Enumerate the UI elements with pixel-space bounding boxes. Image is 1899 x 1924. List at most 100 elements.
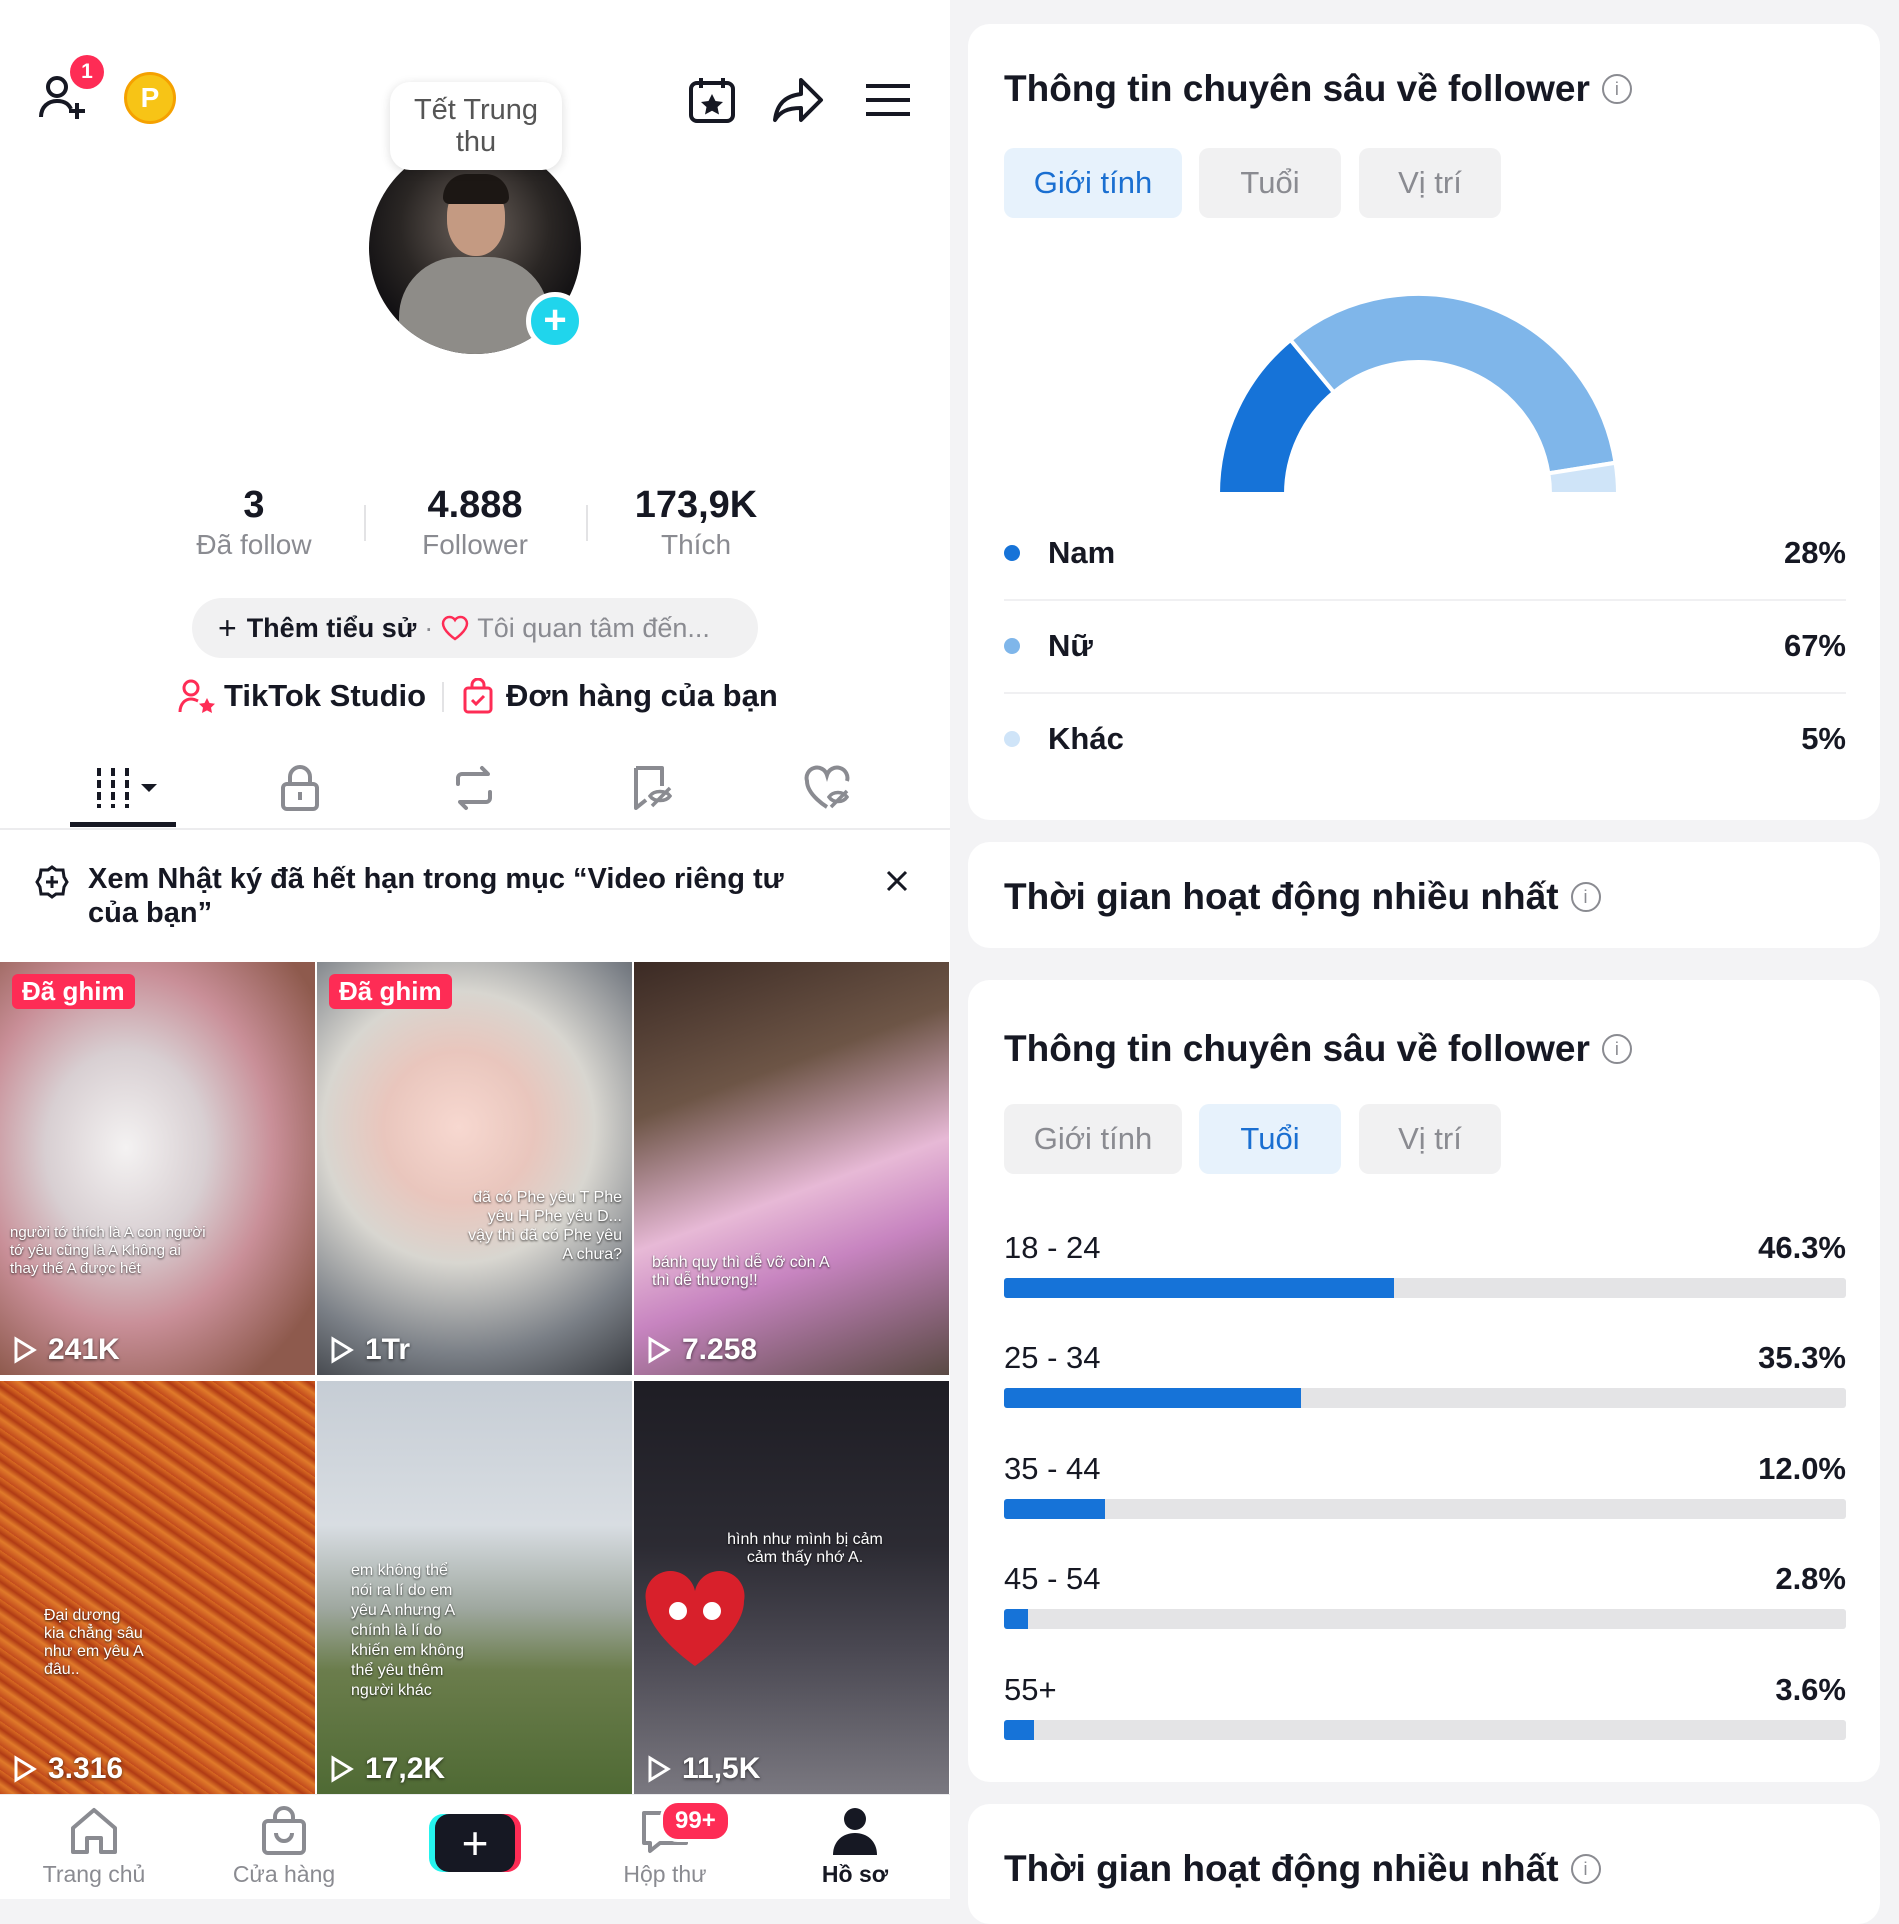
- legend-row-female: Nữ 67%: [1004, 600, 1846, 694]
- age-bar-track: [1004, 1388, 1846, 1408]
- video-caption: em không thể nói ra lí do em yêu A nhưng…: [351, 1562, 464, 1699]
- age-bar-track: [1004, 1609, 1846, 1629]
- video-caption: người tớ thích là A con người tớ yêu cũn…: [10, 1224, 206, 1277]
- interest-label: Tôi quan tâm đến...: [477, 612, 710, 643]
- follower-insights-screen: Thông tin chuyên sâu về follower i Giới …: [950, 0, 1899, 1924]
- activity-card[interactable]: Thời gian hoạt động nhiều nhất i: [968, 1804, 1880, 1924]
- age-bar-row: 18 - 24 46.3%: [1004, 1230, 1846, 1330]
- shopping-bag-icon: [462, 678, 494, 714]
- tab-location[interactable]: Vị trí: [1359, 1104, 1501, 1174]
- tiktok-studio-link[interactable]: TikTok Studio: [178, 674, 426, 718]
- expired-diary-banner[interactable]: [0, 830, 950, 962]
- legend-row-male: Nam 28%: [1004, 507, 1846, 601]
- video-caption: bánh quy thì dễ vỡ còn A thì dễ thương!!: [652, 1254, 829, 1289]
- age-range-label: 55+: [1004, 1672, 1057, 1707]
- share-icon[interactable]: [770, 72, 826, 128]
- video-thumbnail[interactable]: Đã ghim đã có Phe yêu T Phe yêu H Phe yê…: [317, 962, 632, 1375]
- tab-age[interactable]: Tuổi: [1199, 1104, 1341, 1174]
- card-title: Thông tin chuyên sâu về follower i: [1004, 68, 1632, 110]
- video-caption: đã có Phe yêu T Phe yêu H Phe yêu D... v…: [468, 1189, 622, 1263]
- info-icon[interactable]: i: [1570, 882, 1601, 912]
- tab-private-lock-icon[interactable]: [260, 758, 340, 818]
- legend-dot: [1004, 638, 1020, 654]
- bio-pill[interactable]: + Thêm tiểu sử · Tôi quan tâm đến...: [192, 598, 758, 658]
- legend-pct: 5%: [1801, 721, 1846, 756]
- bio-separator: ·: [424, 612, 434, 643]
- stat-followers[interactable]: 4.888 Follower: [375, 484, 575, 561]
- age-pct-label: 35.3%: [1758, 1340, 1846, 1375]
- tab-gender[interactable]: Giới tính: [1004, 1104, 1182, 1174]
- card-title: Thông tin chuyên sâu về follower i: [1004, 1028, 1632, 1070]
- divider: [442, 682, 444, 712]
- video-thumbnail[interactable]: hình như mình bị cảm cảm thấy nhớ A. 11,…: [634, 1381, 949, 1794]
- age-bar-fill: [1004, 1720, 1035, 1740]
- video-caption: hình như mình bị cảm cảm thấy nhớ A.: [727, 1531, 883, 1566]
- info-icon[interactable]: i: [1601, 74, 1632, 104]
- legend-pct: 67%: [1783, 628, 1846, 663]
- age-bar-fill: [1004, 1388, 1302, 1408]
- info-icon[interactable]: i: [1570, 1854, 1601, 1884]
- home-icon: [14, 1801, 174, 1861]
- stat-label: Follower: [422, 529, 528, 560]
- activity-card[interactable]: Thời gian hoạt động nhiều nhất i: [968, 842, 1880, 948]
- crying-heart-icon: [640, 1570, 750, 1681]
- stat-label: Đã follow: [196, 529, 312, 560]
- avatar-add-button[interactable]: +: [526, 292, 584, 350]
- nav-shop[interactable]: Cửa hàng: [204, 1801, 364, 1888]
- stat-value: 173,9K: [634, 484, 758, 526]
- tab-liked-hidden-icon[interactable]: [788, 758, 868, 818]
- close-icon[interactable]: [884, 868, 910, 899]
- tab-gender[interactable]: Giới tính: [1004, 148, 1182, 218]
- nav-home[interactable]: Trang chủ: [14, 1801, 174, 1888]
- stat-following[interactable]: 3 Đã follow: [154, 484, 354, 561]
- video-thumbnail[interactable]: em không thể nói ra lí do em yêu A nhưng…: [317, 1381, 632, 1794]
- story-bubble[interactable]: Tết Trung thu: [390, 82, 562, 170]
- view-count: 17,2K: [329, 1752, 445, 1786]
- content-tabs: [0, 752, 950, 830]
- orders-link[interactable]: Đơn hàng của bạn: [462, 674, 778, 718]
- tab-location[interactable]: Vị trí: [1359, 148, 1501, 218]
- legend-row-other: Khác 5%: [1004, 693, 1846, 785]
- gender-insights-card: Thông tin chuyên sâu về follower i Giới …: [968, 24, 1880, 820]
- stat-label: Thích: [660, 529, 732, 560]
- person-icon: [775, 1801, 935, 1861]
- nav-label: Cửa hàng: [232, 1861, 336, 1887]
- legend-name: Nam: [1048, 535, 1116, 570]
- view-count-value: 1Tr: [365, 1333, 411, 1366]
- legend-dot: [1004, 545, 1020, 561]
- legend-name: Nữ: [1048, 628, 1093, 663]
- view-count-value: 17,2K: [365, 1752, 446, 1785]
- card-title-text: Thời gian hoạt động nhiều nhất: [1004, 1848, 1559, 1889]
- calendar-star-icon[interactable]: [684, 72, 740, 128]
- tab-saved-hidden-icon[interactable]: [612, 758, 692, 818]
- coin-icon[interactable]: P: [124, 72, 176, 124]
- create-post-button[interactable]: +: [429, 1814, 521, 1872]
- video-caption: Đại dương kia chẳng sâu như em yêu A đâu…: [44, 1607, 143, 1678]
- pinned-badge: Đã ghim: [329, 974, 452, 1009]
- age-range-label: 18 - 24: [1004, 1230, 1101, 1265]
- view-count-value: 11,5K: [682, 1752, 761, 1785]
- tab-repost-icon[interactable]: [434, 758, 514, 818]
- gauge-segment-1: [1287, 292, 1618, 476]
- video-thumbnail[interactable]: Đại dương kia chẳng sâu như em yêu A đâu…: [0, 1381, 315, 1794]
- pinned-badge: Đã ghim: [12, 974, 135, 1009]
- notification-badge: 1: [70, 55, 104, 89]
- nav-profile[interactable]: Hồ sơ: [775, 1801, 935, 1888]
- view-count: 3.316: [12, 1752, 123, 1786]
- card-title-text: Thông tin chuyên sâu về follower: [1004, 68, 1590, 109]
- view-count: 1Tr: [329, 1333, 410, 1367]
- video-thumbnail[interactable]: Đã ghim người tớ thích là A con người tớ…: [0, 962, 315, 1375]
- menu-icon[interactable]: [860, 72, 916, 128]
- tab-age[interactable]: Tuổi: [1199, 148, 1341, 218]
- video-thumbnail[interactable]: bánh quy thì dễ vỡ còn A thì dễ thương!!…: [634, 962, 949, 1375]
- nav-label: Hộp thư: [623, 1861, 707, 1887]
- add-friend-icon[interactable]: [36, 70, 92, 126]
- tab-videos[interactable]: [84, 758, 164, 818]
- heart-outline-icon: [441, 615, 469, 641]
- stat-likes[interactable]: 173,9K Thích: [596, 484, 796, 561]
- info-icon[interactable]: i: [1601, 1034, 1632, 1064]
- view-count: 7.258: [646, 1333, 757, 1367]
- age-bar-track: [1004, 1499, 1846, 1519]
- age-bar-track: [1004, 1720, 1846, 1740]
- active-tab-indicator: [70, 822, 176, 827]
